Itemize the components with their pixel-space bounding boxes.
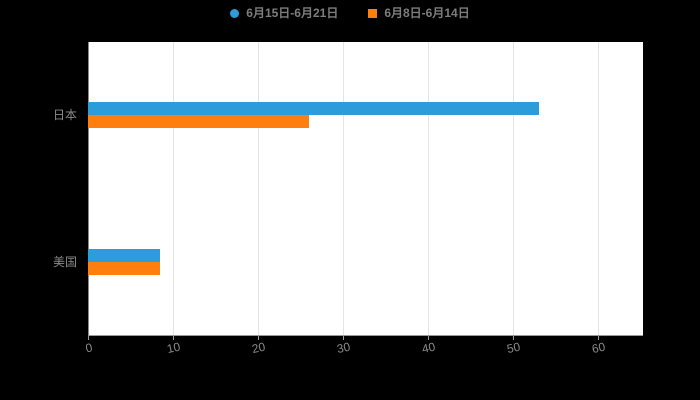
gridline bbox=[258, 42, 259, 335]
x-axis-tick-label: 50 bbox=[505, 339, 522, 357]
x-axis-tick bbox=[343, 335, 344, 340]
bar bbox=[88, 115, 309, 129]
gridline bbox=[513, 42, 514, 335]
x-axis-tick-label: 60 bbox=[590, 339, 607, 357]
legend-label: 6月8日-6月14日 bbox=[384, 6, 470, 20]
gridline bbox=[598, 42, 599, 335]
x-axis-tick bbox=[428, 335, 429, 340]
gridline bbox=[428, 42, 429, 335]
plot-area bbox=[88, 42, 643, 335]
x-axis-tick-label: 0 bbox=[84, 340, 94, 356]
legend-item-series2[interactable]: 6月8日-6月14日 bbox=[368, 6, 470, 20]
legend-marker-circle-icon bbox=[230, 8, 240, 18]
gridline bbox=[88, 42, 89, 335]
x-axis-tick bbox=[598, 335, 599, 340]
x-axis-tick bbox=[513, 335, 514, 340]
bar bbox=[88, 102, 539, 116]
x-axis-tick bbox=[173, 335, 174, 340]
legend: 6月15日-6月21日 6月8日-6月14日 bbox=[0, 7, 700, 19]
category-label: 日本 bbox=[52, 108, 77, 123]
x-axis-tick bbox=[88, 335, 89, 340]
gridline bbox=[173, 42, 174, 335]
legend-marker-square-icon bbox=[368, 8, 378, 18]
x-axis-tick bbox=[258, 335, 259, 340]
x-axis-tick-label: 20 bbox=[250, 339, 267, 357]
bar bbox=[88, 248, 161, 262]
gridline bbox=[343, 42, 344, 335]
legend-label: 6月15日-6月21日 bbox=[246, 6, 339, 20]
x-axis-tick-label: 30 bbox=[335, 339, 352, 357]
x-axis-tick-label: 10 bbox=[165, 339, 182, 357]
bar bbox=[88, 261, 161, 275]
legend-item-series1[interactable]: 6月15日-6月21日 bbox=[230, 7, 338, 19]
x-axis-line bbox=[88, 335, 643, 336]
category-label: 美国 bbox=[52, 254, 77, 269]
x-axis-tick-label: 40 bbox=[420, 339, 437, 357]
